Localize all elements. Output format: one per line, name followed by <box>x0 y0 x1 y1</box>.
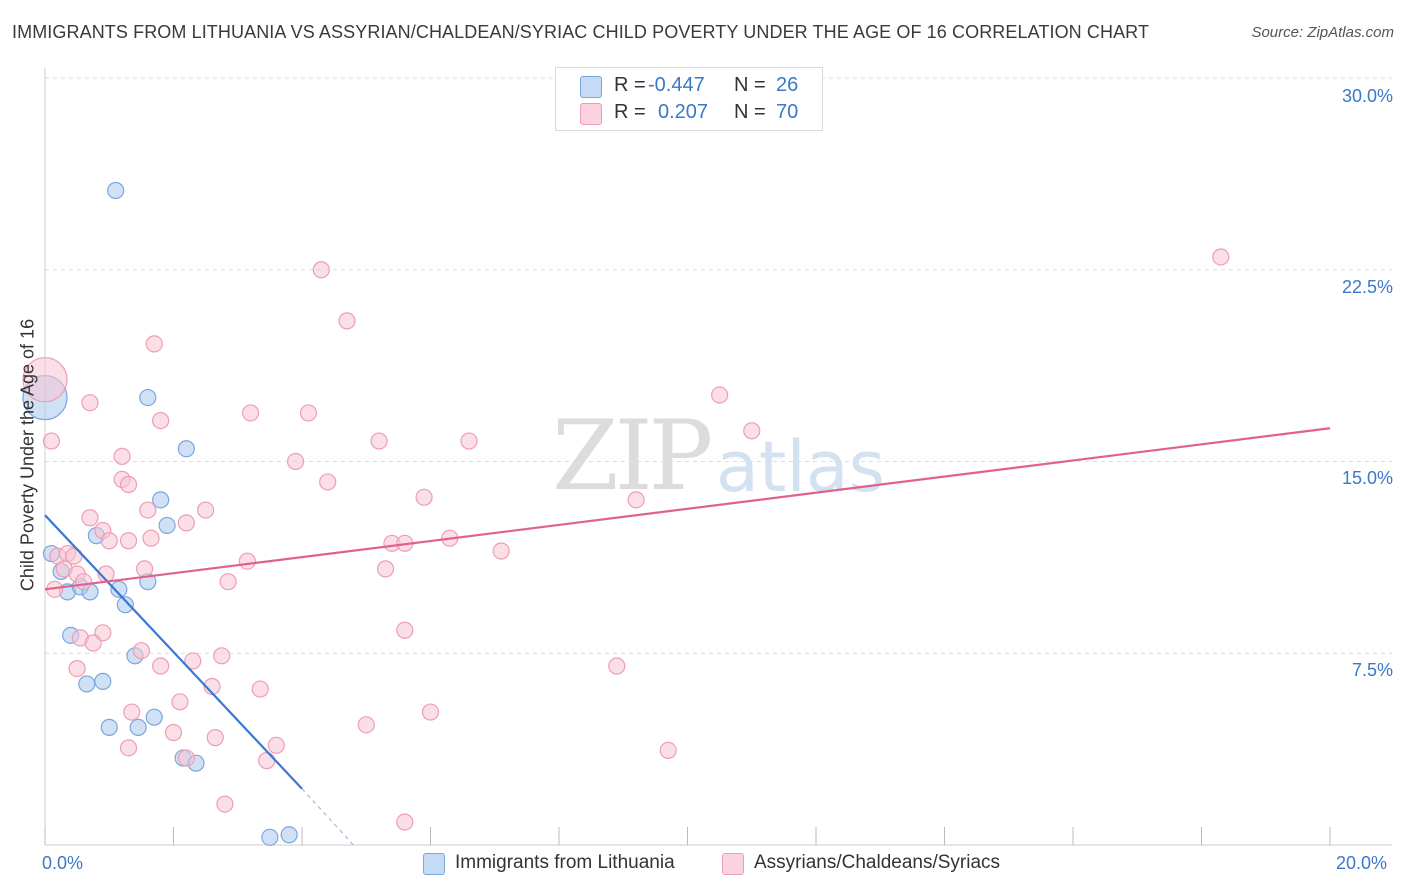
point-assyrian <box>460 432 478 450</box>
point-assyrian <box>376 560 395 578</box>
point-assyrian <box>152 411 170 430</box>
point-assyrian <box>113 447 131 465</box>
point-assyrian <box>142 529 160 547</box>
point-lithuania <box>129 718 147 736</box>
y-tick-label: 22.5% <box>1341 277 1393 297</box>
legend-swatch-pink <box>580 103 602 125</box>
legend-r-value: -0.447 <box>648 74 705 96</box>
trendline-lithuania <box>44 514 303 790</box>
point-assyrian <box>421 703 440 721</box>
y-tick-label: 30.0% <box>1341 86 1393 106</box>
point-assyrian <box>242 404 260 422</box>
point-assyrian <box>22 357 68 403</box>
point-assyrian <box>177 514 195 532</box>
legend-swatch-blue <box>580 76 602 98</box>
legend-n-value: 26 <box>776 74 799 96</box>
point-assyrian <box>100 532 118 550</box>
point-assyrian <box>370 432 388 450</box>
point-assyrian <box>206 729 224 747</box>
point-lithuania <box>177 440 195 458</box>
series-label: Immigrants from Lithuania <box>455 852 675 873</box>
point-assyrian <box>258 752 276 770</box>
point-lithuania <box>110 580 128 598</box>
point-lithuania <box>261 828 279 846</box>
point-assyrian <box>608 657 626 675</box>
point-assyrian <box>238 552 256 570</box>
point-assyrian <box>415 488 433 506</box>
point-assyrian <box>396 813 414 831</box>
point-assyrian <box>81 509 99 527</box>
point-lithuania <box>280 826 298 844</box>
point-assyrian <box>216 795 234 813</box>
point-assyrian <box>135 560 154 578</box>
point-lithuania <box>107 181 125 200</box>
point-lithuania <box>78 675 96 693</box>
point-assyrian <box>299 404 318 422</box>
point-assyrian <box>68 659 86 678</box>
point-assyrian <box>267 736 285 754</box>
point-assyrian <box>197 501 215 519</box>
point-lithuania <box>116 596 134 614</box>
point-assyrian <box>171 693 189 711</box>
point-assyrian <box>286 452 305 471</box>
point-assyrian <box>492 542 510 560</box>
point-assyrian <box>119 739 138 757</box>
point-assyrian <box>145 335 163 353</box>
x-tick-label: 20.0% <box>1336 853 1388 873</box>
point-assyrian <box>312 261 330 279</box>
legend-r-label: R = <box>614 74 646 96</box>
legend-n-value: 70 <box>776 101 799 123</box>
point-assyrian <box>251 680 269 698</box>
y-tick-label: 7.5% <box>1351 660 1393 680</box>
point-assyrian <box>81 394 99 412</box>
point-assyrian <box>84 634 102 652</box>
legend-n-label: N = <box>734 101 766 123</box>
point-assyrian <box>65 547 83 565</box>
point-assyrian <box>396 621 414 639</box>
stats-legend: R = -0.447 N = 26 R = 0.207 N = 70 <box>555 67 823 131</box>
point-assyrian <box>119 475 138 494</box>
point-lithuania <box>145 708 163 726</box>
point-assyrian <box>659 741 677 760</box>
point-assyrian <box>119 532 138 550</box>
point-assyrian <box>338 312 356 330</box>
y-axis-label: Child Poverty Under the Age of 16 <box>17 318 38 592</box>
point-assyrian <box>184 652 202 670</box>
legend-r-value: 0.207 <box>658 101 709 123</box>
point-lithuania <box>100 718 118 736</box>
series-label: Assyrians/Chaldeans/Syriacs <box>754 852 1001 873</box>
x-tick-label: 0.0% <box>42 853 84 873</box>
trendline-extension <box>301 788 354 846</box>
source-credit: Source: ZipAtlas.com <box>1251 24 1394 41</box>
point-assyrian <box>177 749 195 767</box>
point-assyrian <box>357 716 375 734</box>
point-assyrian <box>164 723 183 742</box>
point-lithuania <box>152 491 170 509</box>
point-assyrian <box>139 501 157 519</box>
legend-n-label: N = <box>734 74 766 96</box>
trendline-assyrian <box>44 427 1331 591</box>
point-lithuania <box>94 672 112 690</box>
legend-r-label: R = <box>614 101 646 123</box>
point-assyrian <box>123 703 141 721</box>
point-assyrian <box>1212 248 1230 266</box>
point-assyrian <box>711 386 729 404</box>
point-assyrian <box>627 491 645 509</box>
series-swatch-blue <box>423 853 445 875</box>
point-assyrian <box>743 422 761 440</box>
point-assyrian <box>132 642 150 660</box>
series-swatch-pink <box>722 853 744 875</box>
point-assyrian <box>319 473 337 491</box>
point-assyrian <box>219 573 237 591</box>
y-tick-label: 15.0% <box>1341 468 1393 488</box>
point-assyrian <box>152 657 170 675</box>
point-lithuania <box>158 516 176 535</box>
chart-title: IMMIGRANTS FROM LITHUANIA VS ASSYRIAN/CH… <box>12 22 1150 42</box>
point-assyrian <box>42 432 61 450</box>
point-assyrian <box>213 647 231 665</box>
point-lithuania <box>139 388 157 407</box>
point-assyrian <box>74 573 93 591</box>
